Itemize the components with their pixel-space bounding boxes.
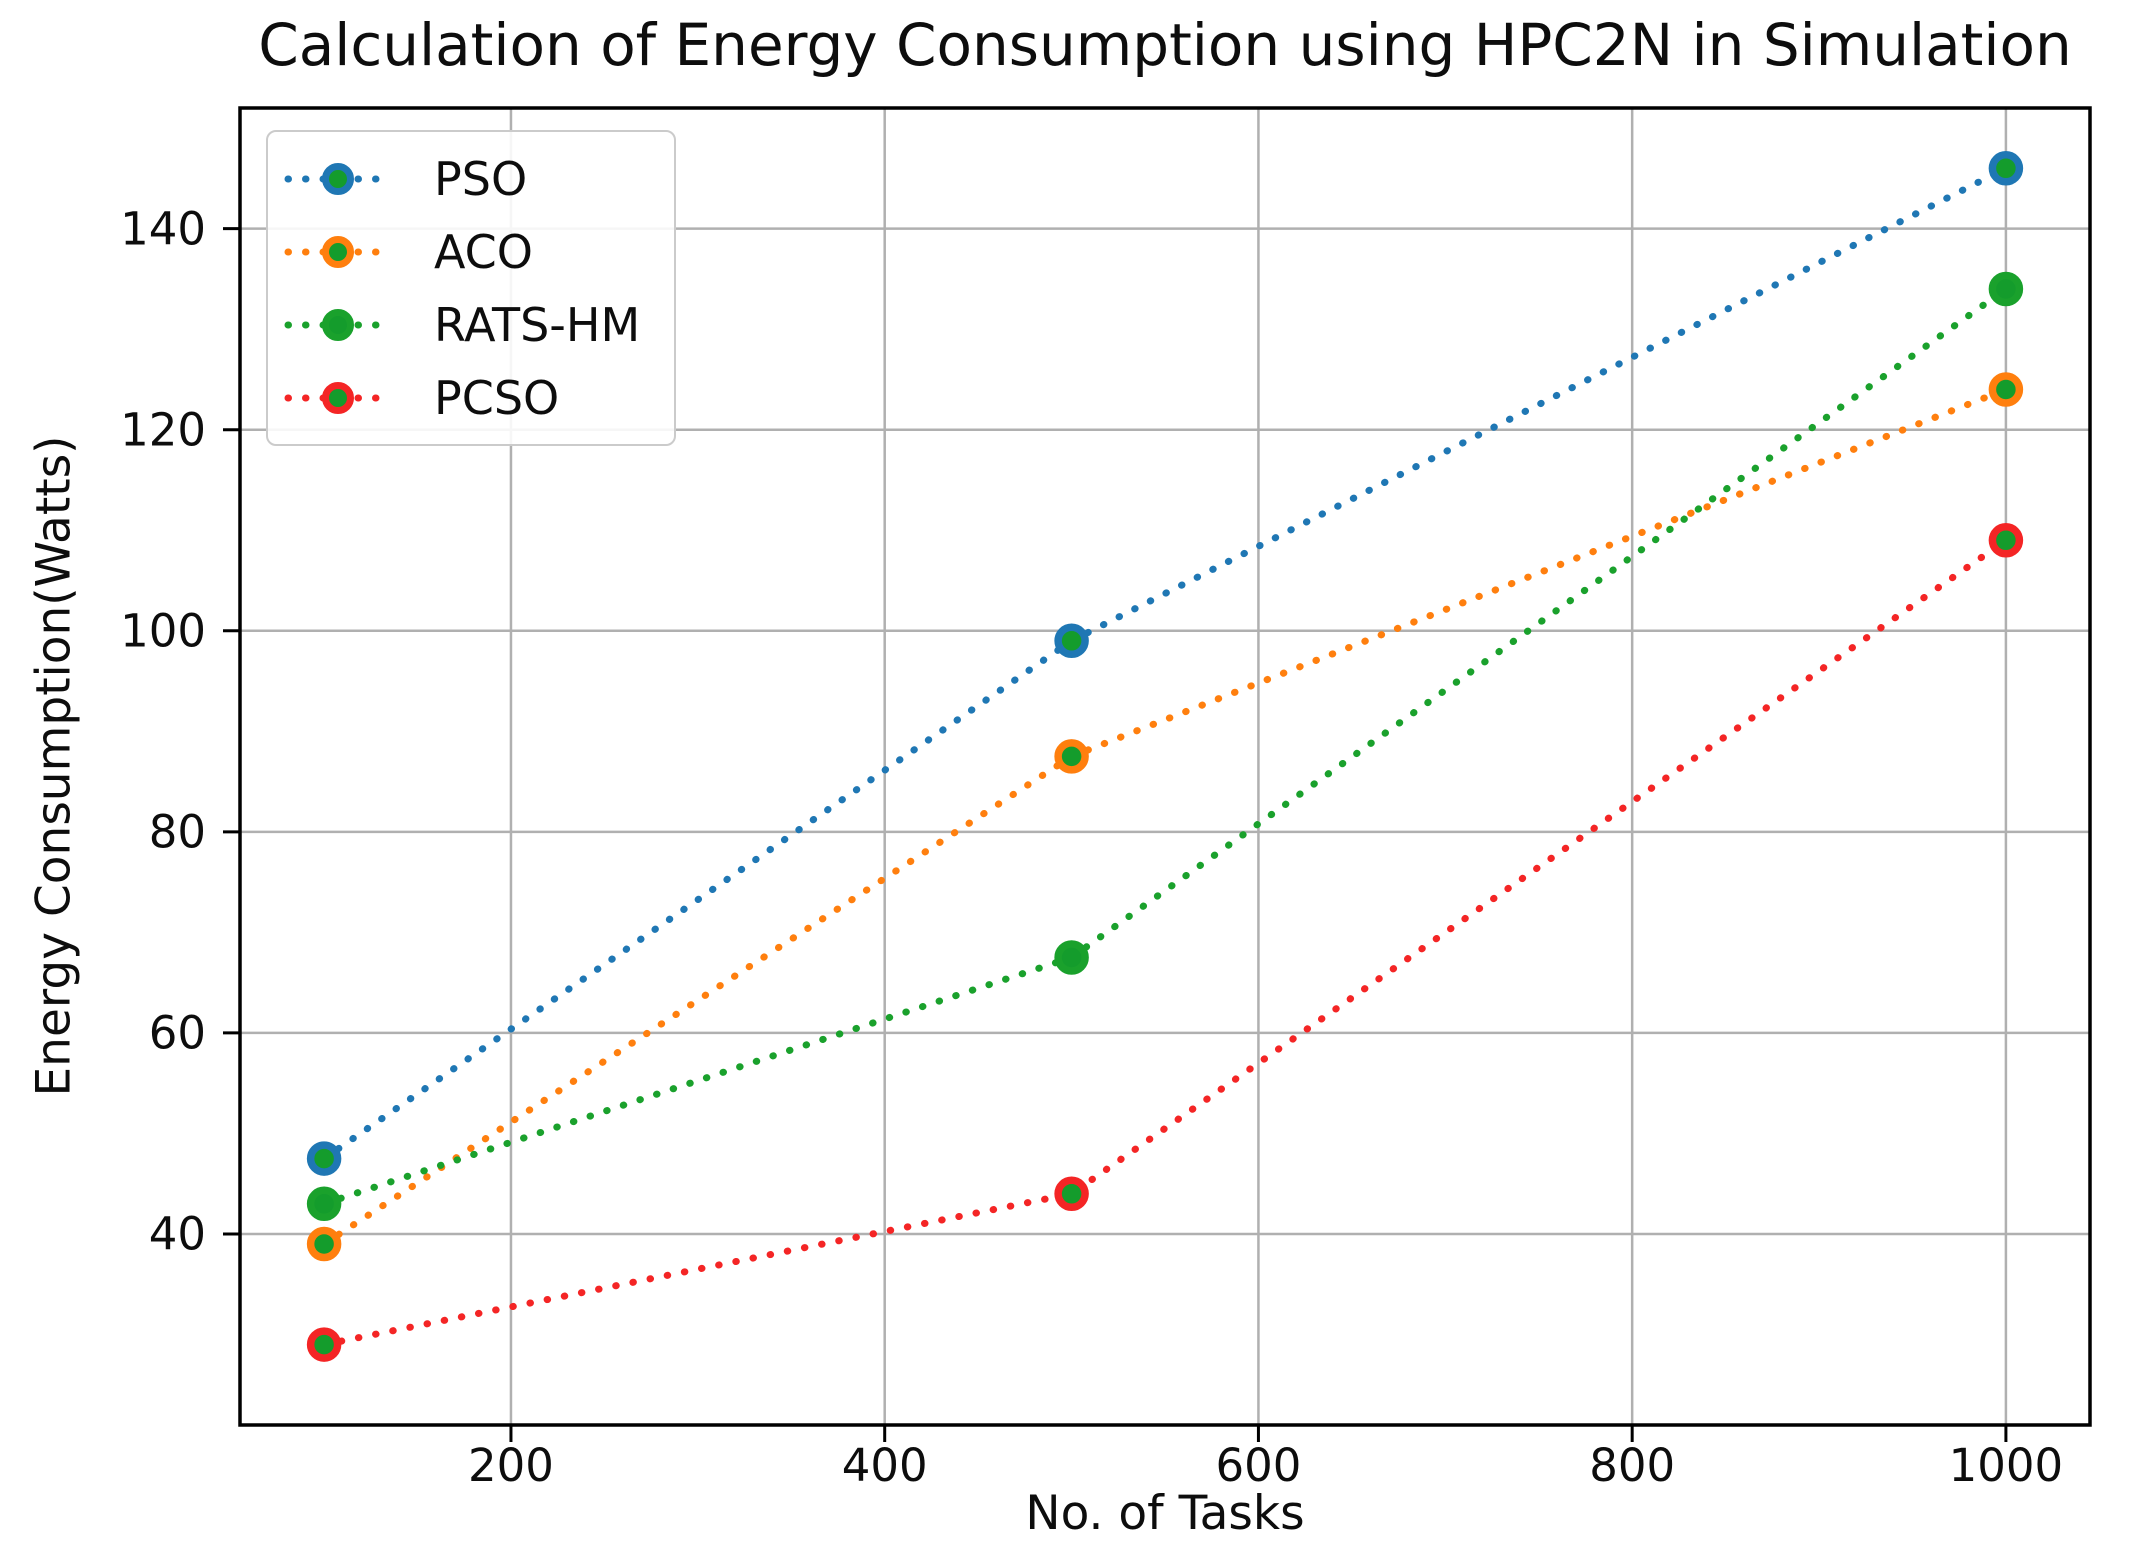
- legend-label: PSO: [434, 151, 528, 206]
- legend-item-aco: ACO: [284, 215, 640, 288]
- data-point-pso: [1988, 151, 2024, 186]
- series-line-pcso: [320, 536, 2010, 1349]
- x-tick-label: 1000: [1948, 1439, 2064, 1492]
- y-tick-label: 140: [120, 202, 206, 256]
- legend-label: RATS-HM: [434, 297, 641, 352]
- chart-title: Calculation of Energy Consumption using …: [258, 11, 2072, 79]
- data-point-pcso: [1054, 1176, 1089, 1212]
- legend-item-pcso: PCSO: [284, 361, 640, 434]
- y-tick-label: 120: [120, 403, 206, 457]
- x-tick-label: 800: [1589, 1439, 1676, 1492]
- plot-area: PSO ACO RATS-HM PCSO: [223, 106, 2092, 1442]
- legend-swatch-icon: [284, 235, 392, 268]
- legend-swatch-icon: [284, 308, 392, 341]
- legend-swatch-icon: [284, 381, 392, 414]
- data-point-aco: [1054, 739, 1089, 774]
- x-tick-label: 400: [841, 1439, 928, 1492]
- data-point-rats-hm: [1054, 940, 1089, 975]
- legend-label: ACO: [434, 224, 533, 279]
- legend: PSO ACO RATS-HM PCSO: [266, 130, 677, 446]
- data-point-pcso: [1988, 523, 2024, 558]
- data-point-pso: [1054, 623, 1089, 659]
- y-axis-label: Energy Consumption(Watts): [26, 435, 82, 1097]
- y-tick-label: 100: [120, 604, 206, 658]
- y-tick-label: 60: [148, 1006, 206, 1060]
- data-point-aco: [306, 1226, 342, 1262]
- data-point-rats-hm: [1988, 271, 2024, 307]
- x-axis-label: No. of Tasks: [1025, 1486, 1305, 1541]
- data-point-pcso: [306, 1327, 342, 1362]
- plot-frame: [238, 106, 2092, 1427]
- legend-swatch-icon: [284, 162, 392, 195]
- series-line-aco: [320, 386, 2010, 1248]
- legend-item-rats-hm: RATS-HM: [284, 288, 640, 361]
- data-point-aco: [1988, 372, 2024, 407]
- x-tick-label: 600: [1215, 1439, 1302, 1492]
- legend-label: PCSO: [434, 370, 560, 425]
- y-tick-label: 40: [148, 1207, 206, 1261]
- x-tick-label: 200: [468, 1439, 554, 1492]
- legend-item-pso: PSO: [284, 142, 640, 215]
- y-tick-label: 80: [148, 805, 206, 859]
- data-point-pso: [306, 1141, 342, 1176]
- data-point-rats-hm: [306, 1186, 342, 1222]
